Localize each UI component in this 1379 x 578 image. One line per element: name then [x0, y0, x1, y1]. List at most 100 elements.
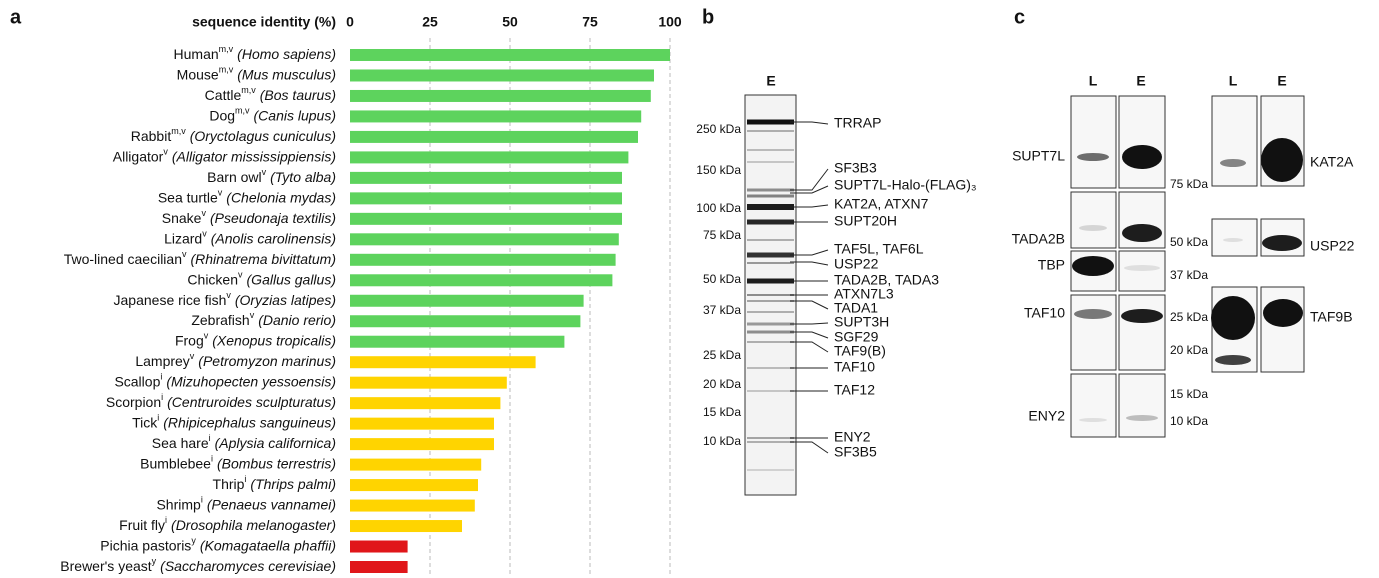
- bar: [350, 479, 478, 491]
- band-label: SF3B3: [834, 160, 877, 176]
- blot-band: [1122, 224, 1162, 242]
- gel-band: [747, 390, 794, 392]
- category-name: Rabbit: [131, 128, 172, 144]
- protein-label: ENY2: [1028, 408, 1065, 424]
- y-tick-label: Two-lined caecilianv(Rhinatrema bivittat…: [64, 249, 336, 266]
- species-name: (Mus musculus): [237, 66, 336, 82]
- bar: [350, 131, 638, 143]
- band-label: TAF10: [834, 359, 875, 375]
- y-tick-label: Sea harei(Aplysia californica): [152, 433, 336, 450]
- bar: [350, 520, 462, 532]
- category-superscript: m,v: [219, 44, 234, 54]
- category-superscript: i: [157, 413, 159, 423]
- category-name: Lizard: [164, 230, 202, 246]
- species-name: (Bombus terrestris): [217, 455, 336, 471]
- bar: [350, 500, 475, 512]
- category-superscript: v: [190, 352, 195, 362]
- category-superscript: v: [218, 188, 223, 198]
- category-superscript: v: [262, 167, 267, 177]
- blot: [1071, 192, 1116, 248]
- mw-marker: 15 kDa: [1170, 387, 1208, 401]
- mw-marker: 20 kDa: [703, 377, 741, 391]
- y-tick-label: Mousem,v(Mus musculus): [177, 65, 336, 82]
- x-tick-label: 75: [582, 14, 598, 30]
- protein-label: TAF10: [1024, 305, 1065, 321]
- mw-marker: 15 kDa: [703, 405, 741, 419]
- species-name: (Gallus gallus): [247, 271, 336, 287]
- bar: [350, 356, 536, 368]
- band-label: USP22: [834, 256, 879, 272]
- bar: [350, 459, 481, 471]
- gel-band: [747, 323, 794, 326]
- page: a b c sequence identity (%) 0255075100Hu…: [0, 0, 1379, 578]
- band-label: TAF12: [834, 382, 875, 398]
- bar: [350, 295, 584, 307]
- category-name: Japanese rice fish: [114, 291, 227, 307]
- x-tick-label: 25: [422, 14, 438, 30]
- species-name: (Centruroides sculpturatus): [167, 394, 336, 410]
- x-tick-label: 100: [658, 14, 682, 30]
- y-tick-label: Humanm,v(Homo sapiens): [174, 44, 336, 61]
- gel-band: [747, 130, 794, 132]
- mw-marker: 250 kDa: [696, 122, 741, 136]
- band-label: ENY2: [834, 429, 871, 445]
- category-name: Cattle: [205, 87, 242, 103]
- species-name: (Penaeus vannamei): [207, 496, 336, 512]
- gel-band: [747, 294, 794, 296]
- protein-label: SUPT7L: [1012, 148, 1065, 164]
- category-superscript: v: [238, 270, 243, 280]
- mw-marker: 150 kDa: [696, 163, 741, 177]
- lane-label: E: [766, 73, 775, 89]
- species-name: (Petromyzon marinus): [198, 353, 336, 369]
- category-name: Thrip: [213, 476, 245, 492]
- blot-band: [1079, 418, 1107, 422]
- blot: [1071, 295, 1116, 370]
- gel-band: [747, 189, 794, 192]
- bar: [350, 151, 628, 163]
- gel-band: [747, 149, 794, 151]
- gel-band: [747, 262, 794, 264]
- y-tick-label: Lizardv(Anolis carolinensis): [164, 229, 336, 246]
- category-name: Tick: [132, 414, 158, 430]
- y-tick-label: Rabbitm,v(Oryctolagus cuniculus): [131, 126, 336, 143]
- bar: [350, 233, 619, 245]
- species-name: (Pseudonaja textilis): [210, 210, 336, 226]
- figure: a b c sequence identity (%) 0255075100Hu…: [0, 0, 1379, 578]
- bar: [350, 172, 622, 184]
- mw-marker: 75 kDa: [703, 228, 741, 242]
- protein-label: TADA2B: [1012, 231, 1065, 247]
- species-name: (Saccharomyces cerevisiae): [160, 558, 336, 574]
- y-tick-label: Scorpioni(Centruroides sculpturatus): [106, 393, 336, 410]
- lane-label: E: [1277, 73, 1286, 89]
- blot: [1119, 374, 1165, 437]
- blot-band: [1262, 235, 1302, 251]
- category-name: Fruit fly: [119, 517, 165, 533]
- mw-marker: 50 kDa: [1170, 235, 1208, 249]
- species-name: (Danio rerio): [258, 312, 336, 328]
- species-name: (Komagataella phaffii): [200, 537, 336, 553]
- mw-marker: 25 kDa: [703, 348, 741, 362]
- blot-band: [1079, 225, 1107, 231]
- species-name: (Aplysia californica): [215, 435, 336, 451]
- category-name: Sea turtle: [158, 189, 218, 205]
- y-tick-label: Snakev(Pseudonaja textilis): [162, 208, 336, 225]
- bar: [350, 418, 494, 430]
- y-tick-label: Sea turtlev(Chelonia mydas): [158, 188, 336, 205]
- category-name: Two-lined caecilian: [64, 251, 182, 267]
- gel-band: [747, 469, 794, 471]
- blot: [1071, 374, 1116, 437]
- y-tick-label: Japanese rice fishv(Oryzias latipes): [114, 290, 336, 307]
- protein-label: TAF9B: [1310, 309, 1353, 325]
- gel-band: [747, 441, 794, 443]
- band-label: SUPT20H: [834, 213, 897, 229]
- blot-band: [1124, 265, 1160, 271]
- bar: [350, 110, 641, 122]
- species-name: (Mizuhopecten yessoensis): [166, 373, 336, 389]
- blot: [1119, 295, 1165, 370]
- gel-band: [747, 311, 794, 313]
- category-superscript: v: [202, 229, 207, 239]
- band-label: TAF9(B): [834, 343, 886, 359]
- y-tick-label: Pichia pastorisy(Komagataella phaffii): [100, 536, 336, 553]
- y-tick-label: Shrimpi(Penaeus vannamei): [156, 495, 336, 512]
- category-superscript: v: [163, 147, 168, 157]
